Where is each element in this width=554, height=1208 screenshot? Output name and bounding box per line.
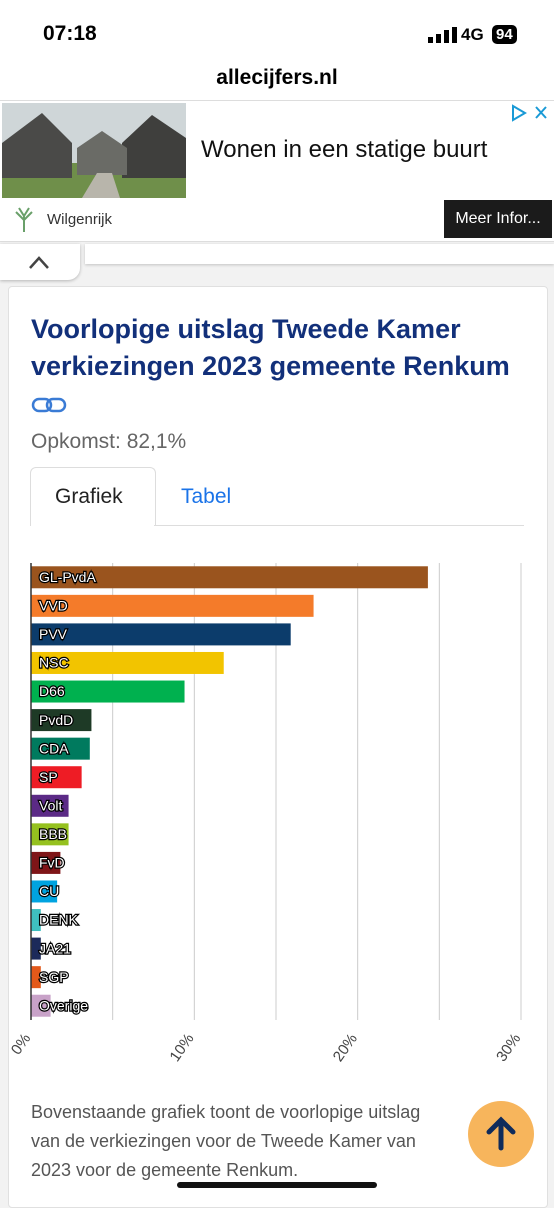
- bar: [31, 851, 61, 874]
- bar: [31, 566, 428, 589]
- bar-label: NSC: [39, 655, 69, 671]
- bar-label: Overige: [39, 997, 88, 1013]
- bar: [31, 966, 41, 989]
- tab-label[interactable]: Tabel: [181, 485, 232, 508]
- tab-border: [154, 525, 524, 526]
- clock: 07:18: [43, 22, 97, 45]
- scroll-top-button[interactable]: [468, 1090, 536, 1180]
- caption: Bovenstaande grafiek toont de voorlopige…: [31, 1098, 420, 1185]
- ad-choices[interactable]: [510, 104, 552, 122]
- title-text: Voorlopige uitslag Tweede Kamer verkiezi…: [31, 314, 510, 381]
- x-tick-label: 30%: [493, 1031, 524, 1065]
- signal-icon: [428, 27, 457, 43]
- bar: [31, 623, 291, 646]
- x-tick-label: 10%: [166, 1031, 197, 1065]
- bar-label: FvD: [39, 855, 65, 871]
- page-strip: [85, 244, 554, 264]
- ad-cta[interactable]: Meer Infor...: [444, 200, 552, 238]
- bar: [31, 766, 82, 789]
- chart: 0% 10% 20% 30% GL-PvdA VVD PVV NSC D66 PvdD CDA SP V…: [8, 563, 524, 1065]
- battery: 94: [492, 25, 517, 44]
- caption-line: Bovenstaande grafiek toont de voorlopige…: [31, 1102, 421, 1122]
- bar: [31, 937, 41, 960]
- bar: [31, 794, 69, 817]
- network: 4G: [461, 25, 484, 44]
- bar: [31, 994, 51, 1017]
- link-icon[interactable]: [31, 395, 69, 415]
- bar: [31, 880, 58, 903]
- bar-label: D66: [39, 683, 65, 699]
- turnout: Opkomst: 82,1%: [31, 430, 187, 453]
- bar: [31, 594, 314, 617]
- home-indicator: [177, 1182, 377, 1188]
- bar-label: JA21: [39, 940, 71, 956]
- caption-line: 2023 voor de gemeente Renkum.: [31, 1160, 299, 1180]
- bar-label: DENK: [39, 912, 79, 928]
- card-title: Voorlopige uitslag Tweede Kamer verkiezi…: [31, 311, 521, 422]
- url-bar[interactable]: allecijfers.nl: [216, 66, 338, 89]
- bar-label: BBB: [39, 826, 67, 842]
- card: [8, 286, 548, 1208]
- browser-top: [0, 0, 554, 100]
- bar-label: VVD: [39, 598, 68, 614]
- ad-logo: [15, 207, 33, 232]
- ad-headline[interactable]: Wonen in een statige buurt: [201, 136, 488, 163]
- bar: [31, 737, 90, 760]
- bar: [31, 823, 69, 846]
- ad-advertiser: Wilgenrijk: [47, 211, 113, 228]
- caption-line: van de verkiezingen voor de Tweede Kamer…: [31, 1131, 416, 1151]
- bar-label: PvdD: [39, 712, 73, 728]
- bar-label: GL-PvdA: [39, 569, 96, 585]
- bar-label: PVV: [39, 626, 68, 642]
- tab-active[interactable]: [30, 467, 156, 526]
- bar-label: CU: [39, 883, 59, 899]
- bar-label: SP: [39, 769, 58, 785]
- bar: [31, 680, 185, 703]
- tab-label[interactable]: Grafiek: [55, 485, 123, 508]
- bar: [31, 909, 41, 932]
- x-tick-label: 0%: [8, 1031, 34, 1059]
- collapse-button[interactable]: [0, 244, 80, 280]
- x-tick-label: 20%: [330, 1031, 361, 1065]
- bar: [31, 651, 224, 674]
- bar: [31, 709, 92, 732]
- bar-label: SGP: [39, 969, 69, 985]
- chevron-up: [29, 256, 49, 269]
- bar-label: Volt: [39, 797, 62, 813]
- bar-label: CDA: [39, 740, 69, 756]
- ad-image: [2, 103, 186, 198]
